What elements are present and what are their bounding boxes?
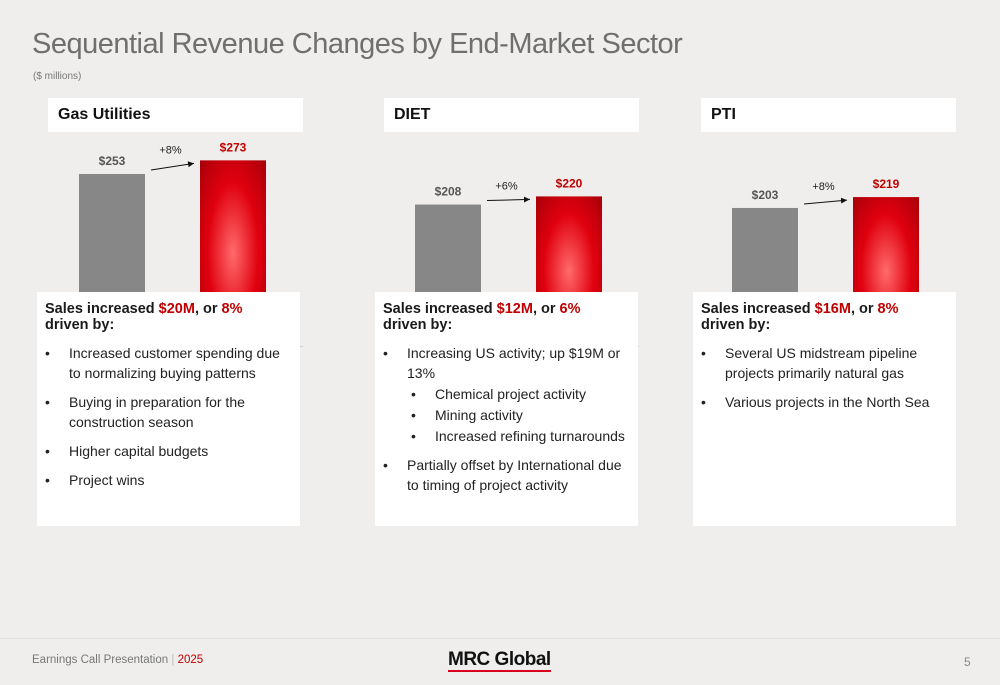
panel-title: PTI <box>701 98 956 132</box>
description-box-diet: Sales increased $12M, or 6% driven by: I… <box>375 292 638 526</box>
description-box-gas-utilities: Sales increased $20M, or 8% driven by: I… <box>37 292 300 526</box>
bullet-item: Buying in preparation for the constructi… <box>45 392 290 432</box>
change-percent-label: +8% <box>812 181 835 193</box>
page-number: 5 <box>964 655 971 669</box>
change-percent-label: +8% <box>159 144 182 156</box>
change-arrow <box>803 197 848 205</box>
increase-percent: 8% <box>221 301 243 317</box>
value-label: $273 <box>220 140 247 154</box>
panel-title: Gas Utilities <box>48 98 303 132</box>
increase-percent: 6% <box>559 301 581 317</box>
bullet-item: Several US midstream pipeline projects p… <box>701 343 946 383</box>
value-label: $208 <box>435 185 462 199</box>
value-label: $203 <box>752 188 779 202</box>
change-arrow <box>150 161 195 171</box>
bullet-item: Partially offset by International due to… <box>383 455 628 495</box>
slide-title: Sequential Revenue Changes by End-Market… <box>32 28 683 60</box>
bullet-item: Increased customer spending due to norma… <box>45 343 290 383</box>
bullet-item: Higher capital budgets <box>45 441 290 461</box>
sub-bullet-item: Mining activity <box>407 405 628 425</box>
panel-title: DIET <box>384 98 639 132</box>
change-percent-label: +6% <box>495 180 518 192</box>
value-label: $220 <box>556 176 583 190</box>
value-label: $253 <box>99 154 126 168</box>
change-arrow <box>486 196 531 203</box>
footer-divider <box>0 638 1000 639</box>
description-box-pti: Sales increased $16M, or 8% driven by: S… <box>693 292 956 526</box>
bullet-item: Increasing US activity; up $19M or 13% C… <box>383 343 628 446</box>
bullet-item: Project wins <box>45 470 290 490</box>
mrc-global-logo: MRC Global <box>448 649 551 672</box>
increase-percent: 8% <box>877 301 899 317</box>
description-headline: Sales increased $16M, or 8% driven by: <box>701 301 899 333</box>
slide-subtitle: ($ millions) <box>33 71 82 82</box>
footer-text: Earnings Call Presentation | 2025 <box>32 654 204 666</box>
description-headline: Sales increased $12M, or 6% driven by: <box>383 301 581 333</box>
sub-bullet-item: Chemical project activity <box>407 384 628 404</box>
increase-amount: $16M <box>814 301 851 317</box>
increase-amount: $12M <box>496 301 533 317</box>
bullet-item: Various projects in the North Sea <box>701 392 946 412</box>
sub-bullet-item: Increased refining turnarounds <box>407 426 628 446</box>
description-headline: Sales increased $20M, or 8% driven by: <box>45 301 243 333</box>
increase-amount: $20M <box>158 301 195 317</box>
value-label: $219 <box>873 177 900 191</box>
